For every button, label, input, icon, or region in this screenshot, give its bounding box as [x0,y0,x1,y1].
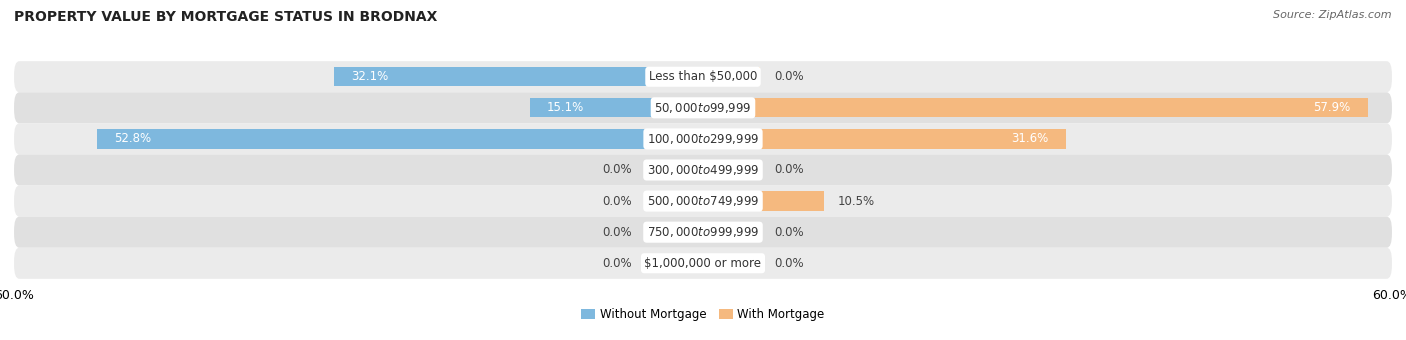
Text: Less than $50,000: Less than $50,000 [648,70,758,83]
Text: 52.8%: 52.8% [114,132,150,146]
Text: 0.0%: 0.0% [602,164,631,176]
Text: 0.0%: 0.0% [602,257,631,270]
Text: 0.0%: 0.0% [775,226,804,239]
Text: $750,000 to $999,999: $750,000 to $999,999 [647,225,759,239]
FancyBboxPatch shape [14,61,1392,92]
Text: 31.6%: 31.6% [1011,132,1049,146]
Text: $500,000 to $749,999: $500,000 to $749,999 [647,194,759,208]
Bar [703,67,761,86]
Text: 0.0%: 0.0% [602,194,631,208]
Bar [703,191,824,211]
Text: 0.0%: 0.0% [775,164,804,176]
Text: 0.0%: 0.0% [602,226,631,239]
Bar [645,254,703,273]
Bar [645,191,703,211]
Text: 57.9%: 57.9% [1313,101,1351,114]
Text: $50,000 to $99,999: $50,000 to $99,999 [654,101,752,115]
Legend: Without Mortgage, With Mortgage: Without Mortgage, With Mortgage [581,308,825,321]
Bar [703,254,761,273]
Bar [703,129,1066,149]
Text: 0.0%: 0.0% [775,257,804,270]
Bar [703,98,1368,117]
Bar [645,160,703,180]
Text: 15.1%: 15.1% [547,101,583,114]
Text: $300,000 to $499,999: $300,000 to $499,999 [647,163,759,177]
Text: PROPERTY VALUE BY MORTGAGE STATUS IN BRODNAX: PROPERTY VALUE BY MORTGAGE STATUS IN BRO… [14,10,437,24]
FancyBboxPatch shape [14,92,1392,123]
Bar [703,223,761,242]
FancyBboxPatch shape [14,186,1392,217]
FancyBboxPatch shape [14,123,1392,154]
Bar [97,129,703,149]
Bar [703,160,761,180]
FancyBboxPatch shape [14,248,1392,279]
Bar [335,67,703,86]
Text: $1,000,000 or more: $1,000,000 or more [644,257,762,270]
FancyBboxPatch shape [14,217,1392,248]
Text: 32.1%: 32.1% [352,70,389,83]
Text: Source: ZipAtlas.com: Source: ZipAtlas.com [1274,10,1392,20]
Text: 10.5%: 10.5% [838,194,875,208]
Text: $100,000 to $299,999: $100,000 to $299,999 [647,132,759,146]
Text: 0.0%: 0.0% [775,70,804,83]
FancyBboxPatch shape [14,154,1392,186]
Bar [645,223,703,242]
Bar [530,98,703,117]
